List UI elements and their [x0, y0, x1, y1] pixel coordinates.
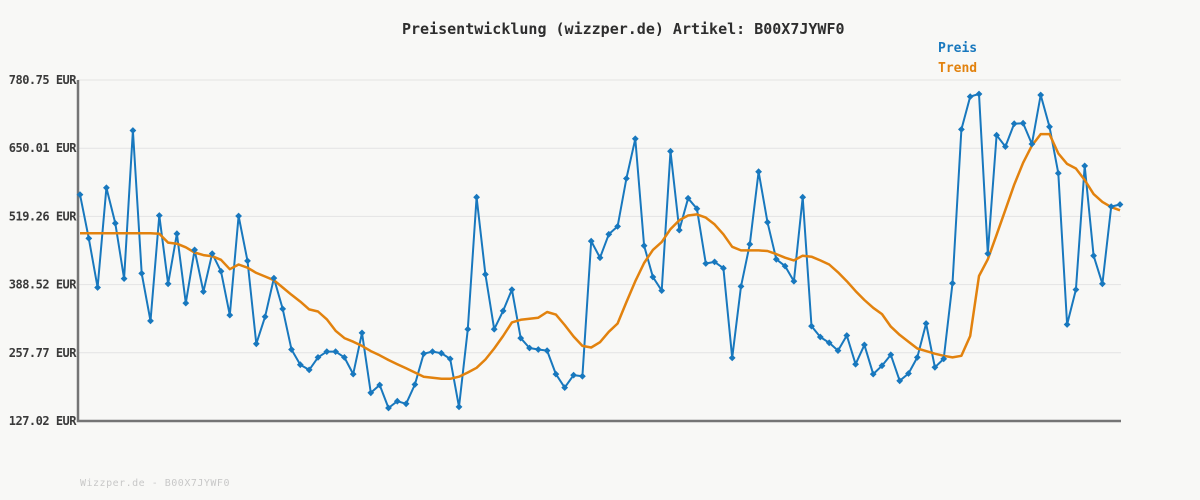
- chart-title: Preisentwicklung (wizzper.de) Artikel: B…: [402, 20, 845, 38]
- y-axis-tick-label: 257.77 EUR: [9, 346, 78, 360]
- gridlines: [78, 79, 1121, 422]
- y-axis-tick-label: 780.75 EUR: [9, 73, 78, 87]
- price-line: [79, 93, 1121, 409]
- legend-item-trend: Trend: [938, 61, 978, 76]
- trend-line: [80, 132, 1121, 381]
- watermark: Wizzper.de - B00X7JYWF0: [80, 478, 230, 489]
- series-lines: [79, 93, 1121, 409]
- price-point-markers: [76, 90, 1124, 412]
- legend: Preis Trend: [938, 39, 977, 79]
- axes: [76, 80, 1121, 423]
- y-axis-tick-label: 127.02 EUR: [9, 414, 78, 428]
- legend-item-preis: Preis: [938, 41, 978, 56]
- y-axis-tick-label: 519.26 EUR: [9, 209, 78, 223]
- y-axis-tick-label: 650.01 EUR: [9, 141, 78, 155]
- y-axis-tick-labels: 780.75 EUR 650.01 EUR 519.26 EUR 388.52 EUR…: [9, 73, 78, 428]
- y-axis-tick-label: 388.52 EUR: [9, 278, 78, 292]
